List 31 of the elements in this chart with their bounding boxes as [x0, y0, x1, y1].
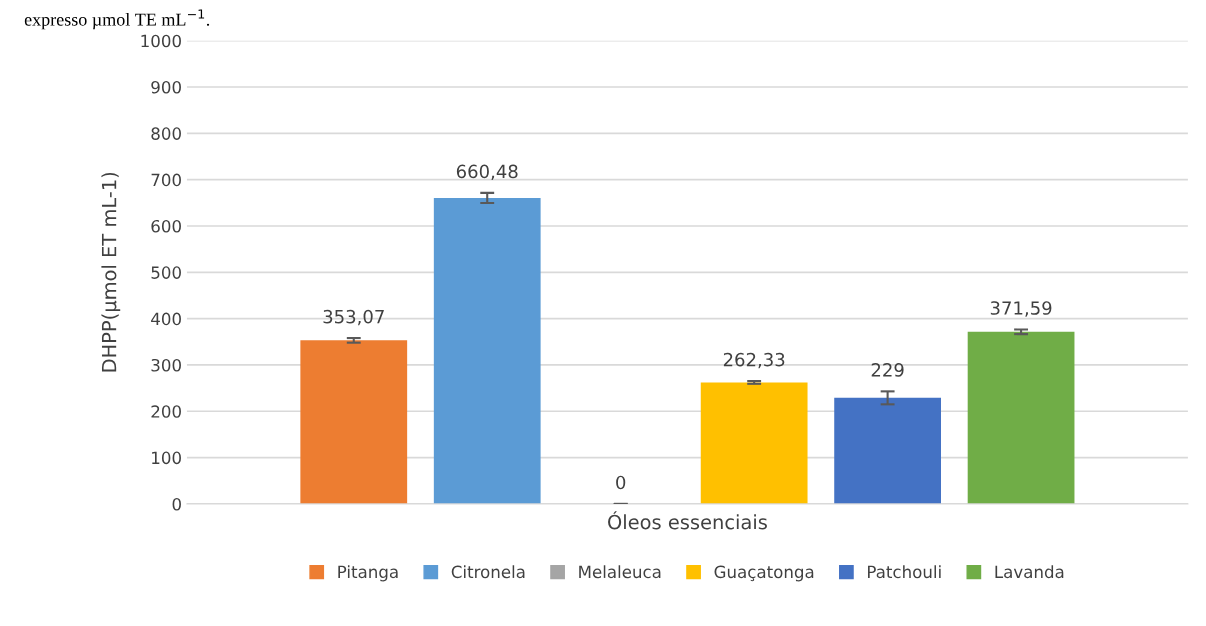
legend-label: Melaleuca: [579, 565, 661, 579]
y-tick-label: 300: [151, 358, 181, 372]
y-tick-label: 500: [151, 266, 181, 279]
y-tick-label: 600: [151, 219, 181, 233]
y-tick-label: 800: [151, 127, 181, 140]
data-label: 371,59: [990, 301, 1052, 317]
y-tick-label: 700: [151, 173, 181, 187]
bar: [433, 197, 541, 504]
y-tick-label: 100: [152, 451, 181, 465]
legend-label: Citronela: [451, 565, 525, 579]
legend-label: Patchouli: [868, 565, 941, 579]
data-label: 353,07: [323, 309, 384, 326]
y-tick-label: 400: [151, 312, 181, 326]
bar: [700, 382, 808, 504]
data-label: 0: [616, 475, 626, 490]
bar: [300, 340, 408, 504]
y-axis-title: DHPP(µmol ET mL-1): [101, 172, 121, 372]
data-label: 229: [871, 363, 904, 377]
bar: [834, 397, 941, 504]
y-tick-label: 200: [151, 405, 181, 418]
y-tick-label: 900: [151, 80, 181, 94]
text: expresso µmol TE mL$^{−1}$.: [24, 9, 210, 30]
y-tick-label: 1000: [141, 34, 181, 48]
legend-label: Lavanda: [995, 565, 1064, 579]
y-tick-label: 0: [172, 497, 181, 511]
legend-label: Guaçatonga: [714, 565, 814, 582]
bar: [967, 331, 1075, 504]
legend-label: Pitanga: [338, 565, 398, 582]
x-axis-title: Óleos essenciais: [608, 511, 767, 530]
data-label: 262,33: [723, 352, 785, 369]
data-label: 660,48: [456, 164, 518, 181]
